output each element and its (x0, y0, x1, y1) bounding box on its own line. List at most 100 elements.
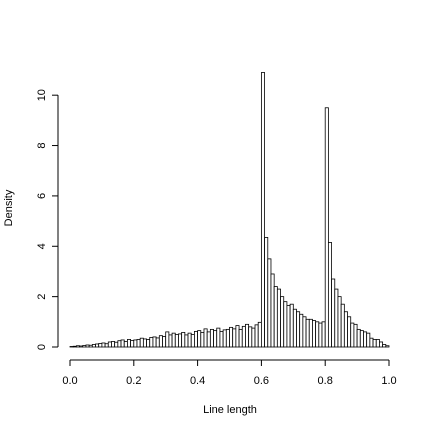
y-tick-label: 10 (36, 89, 48, 101)
bar (382, 344, 387, 348)
bar (235, 325, 240, 348)
x-tick-label: 0.2 (126, 375, 141, 387)
bar (104, 343, 109, 348)
bar (340, 303, 345, 348)
x-tick-label: 0.8 (318, 375, 333, 387)
bar (305, 318, 310, 348)
bar (85, 344, 90, 348)
bar (302, 316, 307, 348)
bar (350, 322, 355, 348)
bar (142, 338, 147, 348)
bar (162, 336, 167, 348)
bar (225, 328, 230, 348)
bar (101, 342, 106, 348)
y-tick-label: 2 (36, 294, 48, 300)
bar (197, 330, 202, 348)
bar (245, 323, 250, 348)
bar (168, 334, 173, 348)
bar (260, 72, 265, 348)
bar (209, 328, 214, 348)
bar (276, 288, 281, 348)
x-tick-label: 0.0 (62, 375, 77, 387)
bar (174, 334, 179, 348)
bar (366, 332, 371, 348)
bar (356, 328, 361, 348)
bar (187, 332, 192, 348)
bar (324, 107, 329, 348)
bar (232, 328, 237, 348)
bar (359, 330, 364, 348)
y-tick-label: 0 (36, 344, 48, 350)
x-tick-label: 0.4 (190, 375, 205, 387)
bar (318, 322, 323, 348)
bar (216, 327, 221, 348)
bar (149, 337, 154, 348)
y-tick-label: 4 (36, 243, 48, 249)
x-tick-label: 0.6 (254, 375, 269, 387)
bar (219, 330, 224, 348)
bar (254, 324, 259, 348)
y-tick-label: 6 (36, 193, 48, 199)
x-axis-label: Line length (203, 404, 257, 416)
bar (203, 328, 208, 348)
bar (79, 345, 84, 348)
bar (331, 278, 336, 348)
bar (171, 332, 176, 348)
bar (165, 331, 170, 348)
bar (257, 321, 262, 348)
bar (385, 345, 390, 348)
bar (127, 339, 132, 348)
bar (72, 345, 77, 348)
bar (184, 334, 189, 348)
bar (88, 344, 93, 348)
bar (375, 339, 380, 348)
bar (241, 325, 246, 348)
bar (133, 339, 138, 348)
bar (379, 341, 384, 348)
bar (117, 340, 122, 348)
bar (130, 340, 135, 348)
bar (206, 331, 211, 348)
bar (107, 341, 112, 348)
bar (363, 331, 368, 348)
bar (181, 331, 186, 348)
bar (372, 339, 377, 348)
bar (200, 331, 205, 348)
bar (213, 330, 218, 348)
bar (111, 341, 116, 348)
bar (178, 333, 183, 348)
bar (98, 343, 103, 348)
bar (321, 321, 326, 348)
bar (289, 303, 294, 348)
bar (222, 329, 227, 348)
bar (308, 318, 313, 348)
bar (114, 341, 119, 348)
bar (251, 327, 256, 348)
y-tick-label: 8 (36, 142, 48, 148)
bar (95, 343, 100, 348)
bar (347, 316, 352, 348)
bar (136, 339, 141, 348)
bar (283, 301, 288, 348)
bar (273, 286, 278, 348)
bar (194, 330, 199, 348)
bar (280, 296, 285, 348)
bar (69, 346, 74, 348)
bar (343, 311, 348, 348)
bar (139, 337, 144, 348)
bar (334, 288, 339, 348)
bar (75, 345, 80, 348)
bar (248, 326, 253, 348)
bar (327, 242, 332, 348)
bar (229, 326, 234, 348)
bar (82, 345, 87, 348)
bar (315, 321, 320, 348)
x-tick-label: 1.0 (381, 375, 396, 387)
bar (146, 339, 151, 348)
bar (158, 335, 163, 348)
bar (286, 305, 291, 348)
bar (312, 320, 317, 348)
bar (296, 311, 301, 348)
bar (238, 328, 243, 348)
